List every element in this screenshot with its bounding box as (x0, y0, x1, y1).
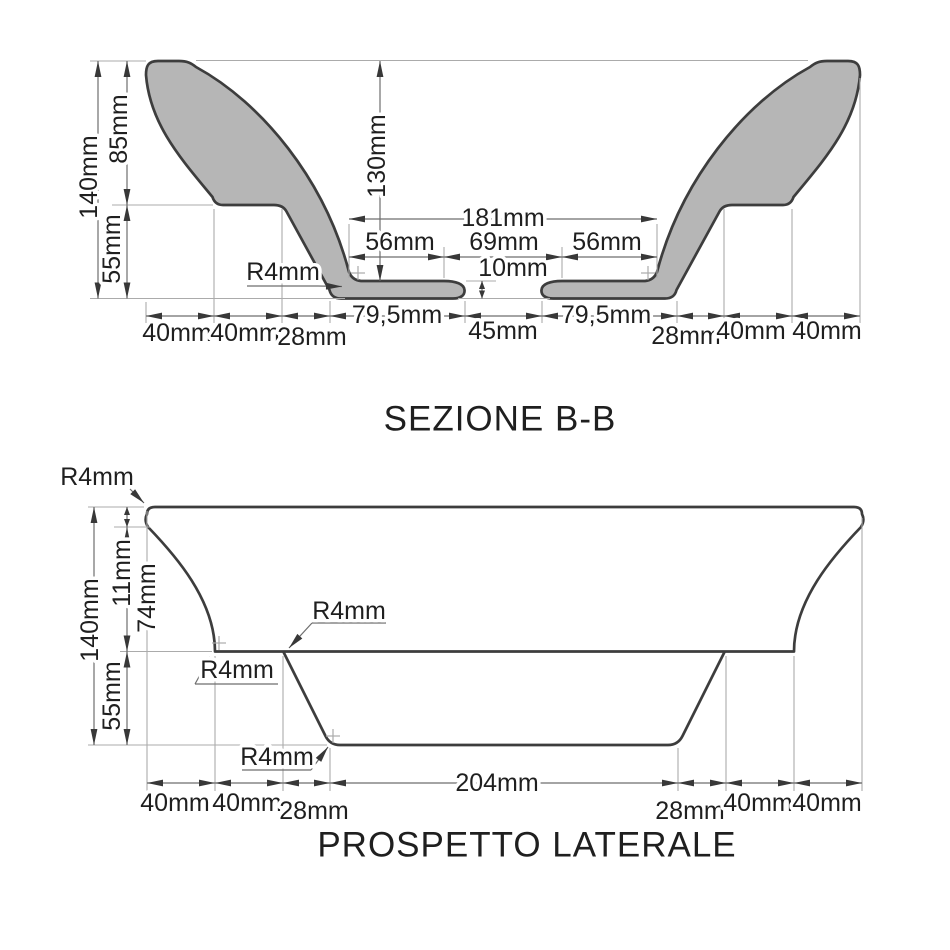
dim-flange-right: 79,5mm (561, 301, 651, 329)
elevation-title: PROSPETTO LATERALE (317, 826, 736, 865)
dim-left-w1: 40mm (140, 789, 209, 817)
dim-base-height: 55mm (98, 661, 126, 730)
dim-left-w3: 28mm (279, 797, 348, 825)
dim-upper-height: 74mm (133, 563, 161, 632)
section-geometry (144, 59, 862, 300)
dim-right-w3: 28mm (655, 797, 724, 825)
dim-upper-height: 85mm (105, 94, 133, 163)
dim-lower-height: 55mm (98, 214, 126, 283)
dim-right-w1: 40mm (792, 789, 861, 817)
dim-right-w2: 40mm (716, 317, 785, 345)
elevation-geometry (144, 505, 865, 747)
dim-flange-left: 79,5mm (352, 301, 442, 329)
dim-right-w2: 40mm (723, 789, 792, 817)
dim-overall-height: 140mm (76, 578, 104, 661)
elevation-base-outline (282, 650, 726, 747)
dim-left-w1: 40mm (142, 319, 211, 347)
dim-rim-height: 11mm (108, 539, 136, 607)
dim-corner-radius: R4mm (60, 463, 134, 491)
elevation-dimension-lines (90, 488, 862, 787)
dim-curve-fillet: R4mm (200, 656, 274, 684)
fillet-center-mark (351, 266, 655, 280)
section-dimension-lines (94, 61, 860, 320)
dim-shelf-right: 56mm (572, 228, 641, 256)
section-extension-lines (90, 59, 861, 323)
dim-inner-depth: 130mm (363, 114, 391, 197)
elevation-view: R4mm 11mm 74mm 140mm 55mm R4mm R4mm R4mm… (57, 460, 866, 869)
elevation-dimension-labels: R4mm 11mm 74mm 140mm 55mm R4mm R4mm R4mm… (57, 460, 866, 829)
section-right-wall (540, 59, 862, 300)
dim-shelf-fillet: R4mm (312, 597, 386, 625)
section-dimension-labels: 140mm 85mm 55mm 130mm 181mm 56mm 69mm 56… (72, 91, 866, 355)
dim-left-w2: 40mm (210, 319, 279, 347)
dim-opening: 69mm (469, 228, 538, 256)
dim-bottom-gap: 45mm (468, 317, 537, 345)
dim-right-w3: 28mm (651, 322, 720, 350)
dim-base-width: 204mm (455, 769, 538, 797)
dim-base-fillet: R4mm (240, 743, 314, 771)
section-title: SEZIONE B-B (384, 400, 617, 439)
elevation-body-outline (144, 505, 865, 653)
section-view: 140mm 85mm 55mm 130mm 181mm 56mm 69mm 56… (72, 59, 866, 442)
dim-flange-thickness: 10mm (478, 254, 547, 282)
fillet-center-mark (212, 636, 340, 743)
section-left-wall (144, 59, 466, 300)
dim-overall-height: 140mm (75, 135, 103, 218)
dim-shelf-left: 56mm (365, 228, 434, 256)
dim-left-w2: 40mm (212, 789, 281, 817)
dim-right-w1: 40mm (792, 317, 861, 345)
dim-left-w3: 28mm (277, 323, 346, 351)
dim-fillet-radius: R4mm (246, 258, 320, 286)
dim-top-span: 181mm (461, 204, 544, 232)
